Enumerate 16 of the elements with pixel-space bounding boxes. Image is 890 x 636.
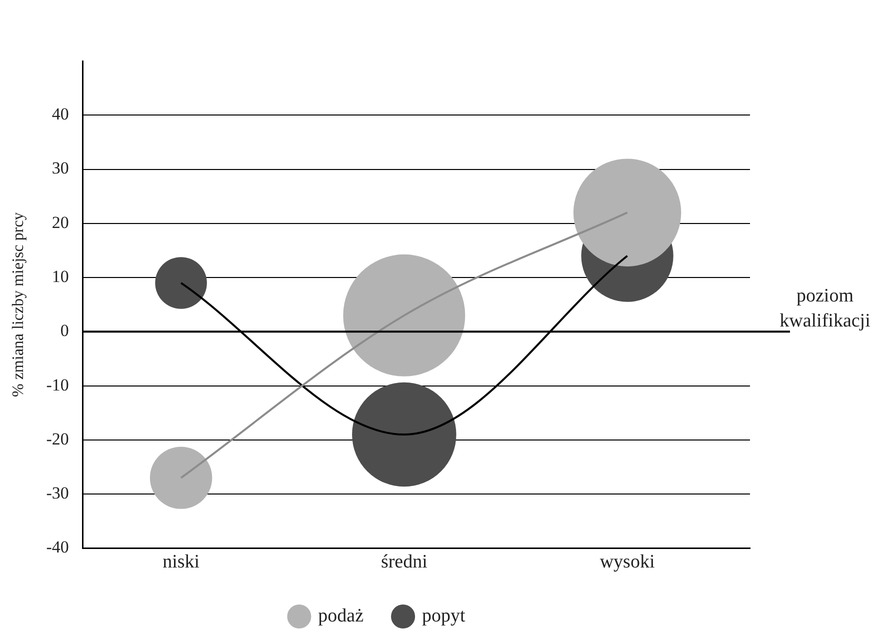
x-tick-label: niski xyxy=(162,552,200,573)
y-tick-label: 10 xyxy=(52,267,69,286)
y-tick-label: 30 xyxy=(52,158,69,178)
y-axis-title: % zmiana liczby miejsc prcy xyxy=(10,212,27,398)
x-axis-title: poziom kwalifikacji xyxy=(780,286,870,332)
x-tick-label: wysoki xyxy=(600,552,655,573)
y-tick-label: -10 xyxy=(46,375,69,394)
y-tick-label: 40 xyxy=(52,104,69,124)
x-tick-label: średni xyxy=(380,552,428,573)
y-tick-label: 20 xyxy=(52,212,69,232)
y-tick-label: 0 xyxy=(60,321,69,340)
y-tick-label: -40 xyxy=(46,538,69,557)
legend-label: podaż xyxy=(318,605,364,626)
legend-label: popyt xyxy=(422,605,466,626)
y-tick-label: -20 xyxy=(46,429,69,448)
y-tick-label: -30 xyxy=(46,484,69,503)
